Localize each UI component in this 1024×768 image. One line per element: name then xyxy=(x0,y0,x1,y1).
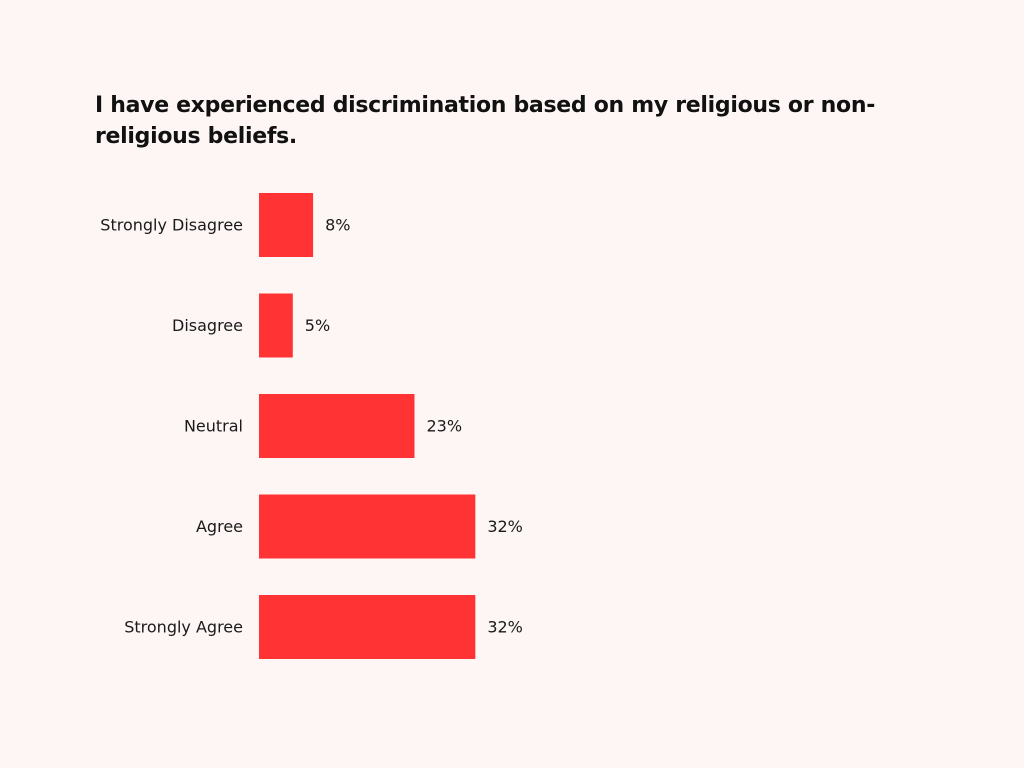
value-label-disagree: 5% xyxy=(305,316,330,335)
bar-neutral xyxy=(259,394,415,458)
bar-disagree xyxy=(259,293,293,358)
value-label-strongly-agree: 32% xyxy=(487,618,523,637)
chart-title: I have experienced discrimination based … xyxy=(95,93,876,149)
category-label-strongly-agree: Strongly Agree xyxy=(124,618,243,637)
value-label-strongly-disagree: 8% xyxy=(325,216,350,235)
bar-strongly-agree xyxy=(259,595,476,659)
bar-agree xyxy=(259,494,476,559)
category-label-neutral: Neutral xyxy=(184,417,243,436)
category-label-disagree: Disagree xyxy=(172,316,243,335)
category-label-agree: Agree xyxy=(196,517,243,536)
value-label-neutral: 23% xyxy=(426,417,462,436)
category-label-strongly-disagree: Strongly Disagree xyxy=(100,216,243,235)
value-label-agree: 32% xyxy=(487,517,523,536)
bar-strongly-disagree xyxy=(259,193,314,257)
